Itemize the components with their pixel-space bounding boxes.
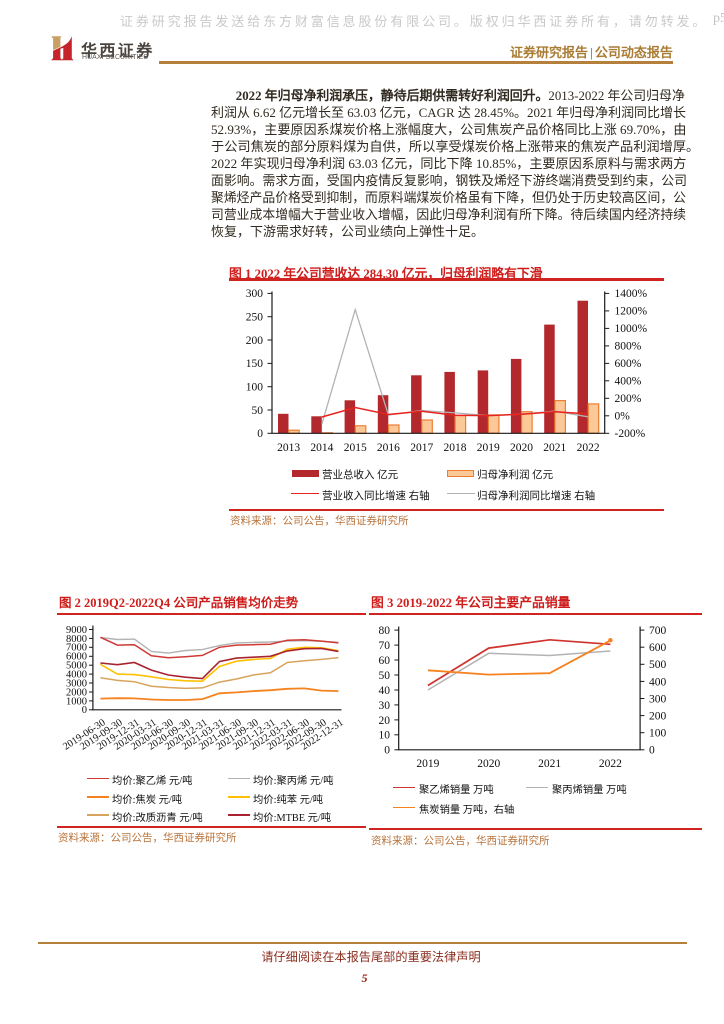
svg-text:2022: 2022 bbox=[599, 758, 622, 770]
svg-text:0: 0 bbox=[257, 428, 263, 440]
svg-text:8000: 8000 bbox=[66, 634, 87, 645]
svg-text:700: 700 bbox=[649, 625, 667, 637]
svg-text:40: 40 bbox=[379, 685, 391, 697]
svg-text:600: 600 bbox=[649, 642, 667, 654]
svg-text:100: 100 bbox=[649, 728, 667, 740]
svg-text:1200%: 1200% bbox=[615, 306, 648, 318]
svg-text:5000: 5000 bbox=[66, 661, 87, 672]
svg-text:50: 50 bbox=[252, 405, 264, 417]
svg-text:0: 0 bbox=[649, 745, 655, 757]
svg-text:150: 150 bbox=[246, 358, 264, 370]
svg-text:500: 500 bbox=[649, 659, 667, 671]
svg-text:2019: 2019 bbox=[416, 758, 439, 770]
svg-text:2022: 2022 bbox=[577, 442, 600, 454]
svg-text:200%: 200% bbox=[615, 393, 642, 405]
svg-text:2016: 2016 bbox=[377, 442, 400, 454]
svg-text:20: 20 bbox=[379, 715, 391, 727]
svg-text:60: 60 bbox=[379, 655, 391, 667]
svg-text:600%: 600% bbox=[615, 358, 642, 370]
svg-text:3000: 3000 bbox=[66, 678, 87, 689]
svg-text:0%: 0% bbox=[615, 411, 631, 423]
svg-text:2000: 2000 bbox=[66, 687, 87, 698]
svg-text:800%: 800% bbox=[615, 341, 642, 353]
svg-text:0: 0 bbox=[384, 745, 390, 757]
svg-text:2014: 2014 bbox=[310, 442, 333, 454]
svg-text:0: 0 bbox=[82, 705, 87, 716]
svg-text:-200%: -200% bbox=[615, 428, 646, 440]
svg-text:80: 80 bbox=[379, 625, 391, 637]
svg-text:200: 200 bbox=[246, 335, 264, 347]
svg-text:400%: 400% bbox=[615, 376, 642, 388]
svg-text:9000: 9000 bbox=[66, 625, 87, 636]
svg-text:2015: 2015 bbox=[344, 442, 367, 454]
svg-text:300: 300 bbox=[649, 693, 667, 705]
svg-text:250: 250 bbox=[246, 312, 264, 324]
svg-text:7000: 7000 bbox=[66, 643, 87, 654]
svg-text:1400%: 1400% bbox=[615, 288, 648, 300]
svg-text:2018: 2018 bbox=[444, 442, 467, 454]
svg-text:6000: 6000 bbox=[66, 652, 87, 663]
svg-text:4000: 4000 bbox=[66, 670, 87, 681]
svg-text:50: 50 bbox=[379, 670, 391, 682]
svg-text:200: 200 bbox=[649, 711, 667, 723]
svg-text:1000: 1000 bbox=[66, 696, 87, 707]
svg-text:2020: 2020 bbox=[510, 442, 533, 454]
svg-text:400: 400 bbox=[649, 676, 667, 688]
svg-text:100: 100 bbox=[246, 382, 264, 394]
svg-text:2021: 2021 bbox=[538, 758, 561, 770]
svg-text:2021: 2021 bbox=[543, 442, 566, 454]
svg-text:2020: 2020 bbox=[477, 758, 500, 770]
svg-text:1000%: 1000% bbox=[615, 323, 648, 335]
svg-text:2013: 2013 bbox=[277, 442, 300, 454]
svg-text:2019: 2019 bbox=[477, 442, 500, 454]
svg-text:300: 300 bbox=[246, 288, 264, 300]
svg-text:70: 70 bbox=[379, 640, 391, 652]
svg-text:10: 10 bbox=[379, 730, 391, 742]
svg-text:30: 30 bbox=[379, 700, 391, 712]
svg-text:2017: 2017 bbox=[410, 442, 433, 454]
